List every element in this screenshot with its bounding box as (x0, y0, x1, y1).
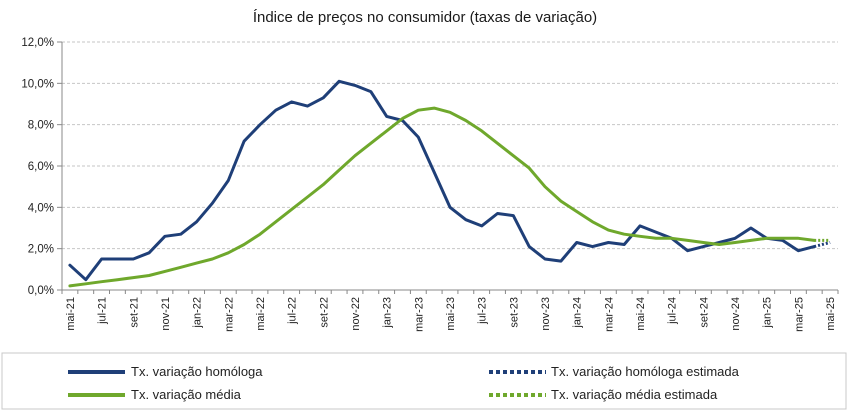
y-tick-label: 8,0% (28, 120, 54, 132)
legend: Tx. variação homóloga Tx. variação homól… (1, 352, 847, 410)
y-tick-label: 4,0% (28, 202, 54, 214)
series-homologa-estimada (813, 241, 831, 249)
y-tick-label: 10,0% (21, 78, 54, 90)
series-media (68, 106, 816, 288)
y-tick-label: 0,0% (28, 285, 54, 297)
x-tick-label: jul-22 (287, 297, 299, 325)
x-tick-label: mai-21 (65, 297, 77, 331)
x-tick-label: mar-25 (793, 297, 805, 332)
x-axis-ticks: mai-21 jul-21 set-21 nov-21 jan-22 mar-22 mai-… (61, 290, 839, 332)
x-tick-label: jan-23 (382, 297, 394, 329)
x-tick-label: set-24 (698, 297, 710, 328)
y-axis-ticks: 0,0% 2,0% 4,0% 6,0% 8,0% 10,0% 12,0% (21, 37, 62, 297)
y-tick-label: 6,0% (28, 161, 54, 173)
x-tick-label: mar-24 (603, 297, 615, 332)
x-tick-label: mai-24 (635, 297, 647, 331)
x-tick-label: mai-22 (255, 297, 267, 331)
y-tick-label: 2,0% (28, 244, 54, 256)
x-tick-label: jan-25 (762, 297, 774, 329)
x-tick-label: set-21 (128, 297, 140, 328)
legend-label-homologa: Tx. variação homóloga (131, 364, 263, 379)
x-tick-label: jan-24 (572, 297, 584, 329)
x-tick-label: jul-23 (477, 297, 489, 325)
x-tick-label: jul-24 (667, 297, 679, 325)
x-tick-label: mai-23 (445, 297, 457, 331)
x-tick-label: nov-22 (350, 297, 362, 331)
legend-label-homologa-estimada: Tx. variação homóloga estimada (551, 364, 740, 379)
series-homologa (68, 79, 816, 282)
chart-title: Índice de preços no consumidor (taxas de… (253, 9, 597, 26)
x-tick-label: nov-21 (160, 297, 172, 331)
x-tick-label: jul-21 (97, 297, 109, 325)
x-tick-label: nov-23 (540, 297, 552, 331)
x-tick-label: jan-22 (192, 297, 204, 329)
series-lines (68, 79, 831, 288)
y-tick-label: 12,0% (21, 37, 54, 49)
x-tick-label: mar-23 (413, 297, 425, 332)
x-tick-label: mar-22 (223, 297, 235, 332)
legend-label-media: Tx. variação média (131, 387, 242, 402)
gridlines (62, 41, 838, 250)
legend-box (1, 352, 847, 410)
x-tick-label: set-23 (508, 297, 520, 328)
x-tick-label: mai-25 (825, 297, 837, 331)
x-tick-label: nov-24 (730, 297, 742, 331)
x-tick-label: set-22 (318, 297, 330, 328)
legend-label-media-estimada: Tx. variação média estimada (551, 387, 718, 402)
axes (61, 42, 838, 291)
